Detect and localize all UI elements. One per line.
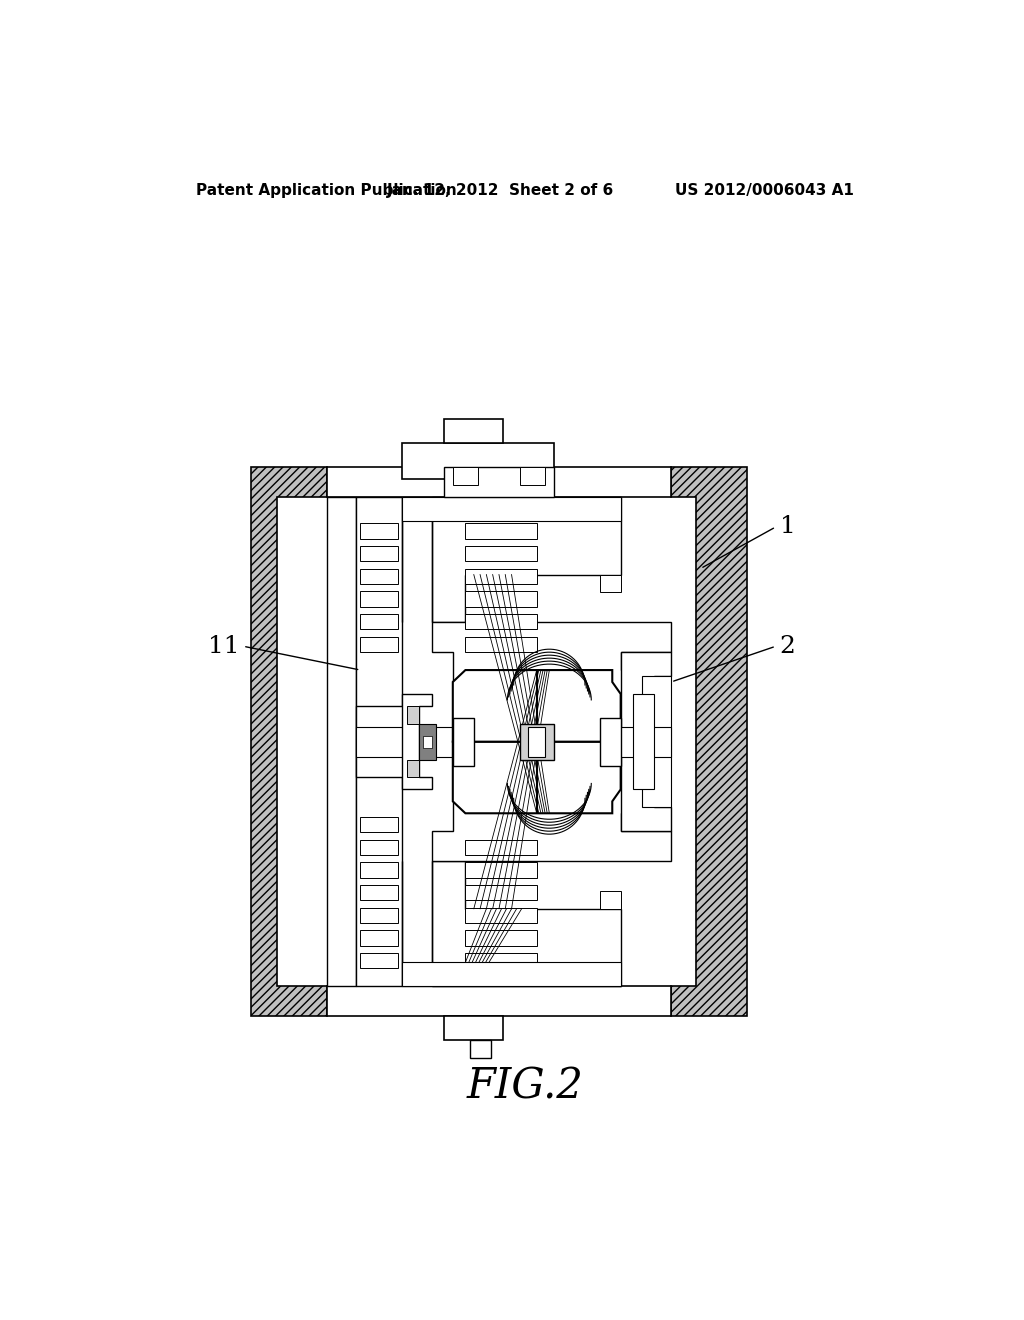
- Polygon shape: [360, 523, 398, 539]
- Polygon shape: [432, 622, 671, 861]
- Polygon shape: [528, 727, 545, 756]
- Polygon shape: [465, 953, 537, 969]
- Polygon shape: [465, 614, 537, 630]
- Polygon shape: [600, 574, 621, 593]
- Polygon shape: [465, 931, 537, 945]
- Polygon shape: [327, 498, 356, 986]
- Polygon shape: [251, 467, 327, 1016]
- Polygon shape: [465, 546, 537, 561]
- Polygon shape: [470, 1040, 490, 1057]
- Polygon shape: [465, 569, 537, 585]
- Polygon shape: [402, 498, 621, 521]
- Polygon shape: [360, 953, 398, 969]
- Polygon shape: [465, 862, 537, 878]
- Polygon shape: [465, 591, 537, 607]
- Polygon shape: [407, 759, 419, 777]
- Polygon shape: [465, 636, 537, 652]
- Polygon shape: [444, 1016, 503, 1040]
- Polygon shape: [465, 523, 537, 539]
- Polygon shape: [465, 908, 537, 923]
- Polygon shape: [327, 467, 671, 498]
- Text: 2: 2: [780, 635, 796, 657]
- Polygon shape: [360, 614, 398, 630]
- Polygon shape: [424, 735, 432, 747]
- Polygon shape: [633, 694, 654, 789]
- Polygon shape: [402, 962, 621, 986]
- Polygon shape: [360, 931, 398, 945]
- Polygon shape: [465, 884, 537, 900]
- Text: US 2012/0006043 A1: US 2012/0006043 A1: [676, 183, 854, 198]
- Polygon shape: [520, 723, 554, 759]
- Polygon shape: [356, 706, 424, 777]
- Text: Jan. 12, 2012  Sheet 2 of 6: Jan. 12, 2012 Sheet 2 of 6: [386, 183, 613, 198]
- Polygon shape: [600, 718, 621, 766]
- Polygon shape: [360, 636, 398, 652]
- Text: 1: 1: [780, 515, 796, 539]
- Polygon shape: [356, 498, 402, 986]
- Polygon shape: [453, 718, 474, 766]
- Polygon shape: [432, 498, 621, 622]
- Polygon shape: [360, 546, 398, 561]
- Polygon shape: [453, 671, 621, 742]
- Polygon shape: [444, 420, 503, 444]
- Polygon shape: [407, 706, 419, 723]
- Polygon shape: [520, 467, 545, 484]
- Polygon shape: [360, 591, 398, 607]
- Polygon shape: [360, 908, 398, 923]
- Polygon shape: [402, 694, 432, 789]
- Polygon shape: [671, 467, 746, 1016]
- Polygon shape: [453, 742, 621, 813]
- Polygon shape: [356, 727, 671, 756]
- Polygon shape: [642, 676, 671, 808]
- Text: FIG.2: FIG.2: [466, 1065, 584, 1107]
- Text: Patent Application Publication: Patent Application Publication: [196, 183, 457, 198]
- Polygon shape: [419, 723, 436, 759]
- Polygon shape: [360, 817, 398, 833]
- Polygon shape: [402, 444, 554, 479]
- Text: 11: 11: [208, 635, 240, 657]
- Polygon shape: [360, 862, 398, 878]
- Polygon shape: [360, 840, 398, 855]
- Polygon shape: [432, 861, 621, 986]
- Polygon shape: [360, 569, 398, 585]
- Polygon shape: [360, 884, 398, 900]
- Polygon shape: [600, 891, 621, 908]
- Polygon shape: [621, 652, 671, 832]
- Polygon shape: [327, 986, 671, 1016]
- Polygon shape: [465, 840, 537, 855]
- Polygon shape: [453, 467, 478, 484]
- Polygon shape: [444, 467, 554, 498]
